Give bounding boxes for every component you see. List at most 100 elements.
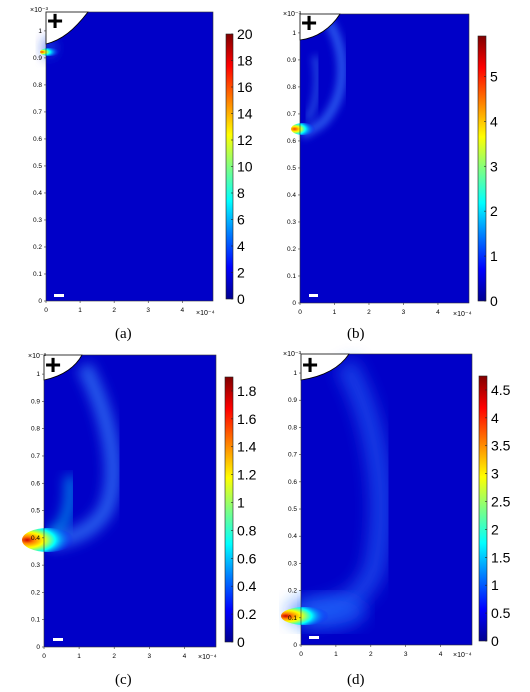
y-tick-label: 0.5 — [33, 163, 42, 170]
colorbar — [225, 377, 233, 642]
colorbar-tick-label: 18 — [237, 53, 253, 69]
x-tick-label: 2 — [369, 651, 373, 658]
x-tick-label: 0 — [44, 307, 48, 314]
y-tick-label: 0.6 — [287, 138, 296, 145]
y-exponent: ×10⁻³ — [28, 353, 47, 360]
source-symbol: + — [301, 7, 317, 38]
x-axis: 0 1 2 3 4 — [299, 645, 443, 658]
field-region — [46, 12, 213, 301]
y-tick-label: 0.4 — [33, 190, 42, 197]
y-tick-label: 0.2 — [33, 244, 42, 251]
y-tick-label: 0.7 — [288, 452, 297, 459]
colorbar-tick-label: 0.6 — [237, 550, 257, 566]
plot-frame — [299, 13, 470, 304]
source-symbol: + — [45, 349, 61, 380]
y-tick-label: 0.6 — [31, 480, 40, 487]
colorbar-frame — [224, 376, 234, 643]
y-tick-label: 0.9 — [31, 398, 40, 405]
field-halo-inner — [304, 55, 321, 122]
y-tick-label: 0.3 — [33, 217, 42, 224]
colorbar-tick-label: 0 — [491, 633, 499, 649]
colorbar-tick-label: 0.8 — [237, 522, 257, 538]
y-tick-label: 0 — [38, 298, 42, 305]
colorbar-tick-label: 4.5 — [491, 382, 511, 398]
colorbar-tick-label: 2.5 — [491, 494, 511, 510]
plot-frame — [300, 353, 473, 646]
colorbar-tick-label: 0 — [237, 291, 245, 307]
x-tick-label: 0 — [298, 309, 302, 316]
field-hotspot — [281, 607, 329, 625]
colorbar-tick-label: 4 — [490, 113, 498, 129]
y-axis: 0 0.1 0.2 0.3 0.4 0.5 0.6 0.7 0.8 0.9 1 — [288, 370, 301, 649]
source-symbol: + — [302, 349, 318, 380]
caption-c: (c) — [115, 672, 132, 688]
y-tick-label: 0.6 — [288, 479, 297, 486]
x-tick-label: 4 — [181, 307, 185, 314]
field-plot-b: + ×10⁻³ ×10⁻⁴ 00.10.20.30.40.50.60.70.80… — [283, 7, 498, 318]
panel-d: + ×10⁻³ ×10⁻⁴ 0 0.1 0.2 0.3 0.4 0.5 0.6 0.7 0.8 0… — [265, 346, 530, 692]
y-tick-label: 0.1 — [287, 273, 296, 280]
y-axis: 0 0.1 0.2 0.3 0.4 0.5 0.6 0.7 0.8 0.9 1 — [33, 28, 46, 305]
x-axis: 0 1 2 3 4 — [44, 301, 185, 314]
colorbar-tick-label: 4 — [491, 410, 499, 426]
colorbar-tick-label: 3 — [491, 466, 499, 482]
colorbar-tick-label: 3 — [490, 158, 498, 174]
y-exponent: ×10⁻³ — [283, 11, 302, 18]
x-tick-label: 3 — [402, 309, 406, 316]
scale-bar — [309, 294, 318, 297]
colorbar — [478, 36, 486, 301]
colorbar-tick-label: 4 — [237, 238, 245, 254]
scale-bar — [53, 638, 63, 641]
y-tick-label: 0.9 — [33, 55, 42, 62]
y-axis: 0 0.1 0.2 0.3 0.4 0.5 0.6 0.7 0.8 0.9 1 — [31, 371, 44, 651]
x-tick-label: 4 — [436, 309, 440, 316]
panel-a: + ×10⁻³ ×10⁻⁴ 0 0.1 0.2 0.3 0.4 0.5 0.6 0.7 0.8 0… — [0, 0, 265, 346]
colorbar-tick-label: 6 — [237, 212, 245, 228]
plot-frame — [43, 354, 217, 648]
y-tick-label: 0.1 — [31, 617, 40, 624]
colorbar-tick-label: 0.5 — [491, 605, 511, 621]
y-tick-label: 0.5 — [288, 506, 297, 513]
colorbar-ticks: 0 2 4 6 8 10 12 14 16 18 20 — [231, 26, 253, 307]
field-region — [300, 14, 469, 303]
y-tick-label: 0.5 — [31, 508, 40, 515]
y-tick-label: 0.2 — [288, 588, 297, 595]
field-hotspot — [291, 123, 315, 135]
colorbar-tick-label: 1.2 — [237, 467, 257, 483]
x-axis: 0 1 2 3 4 — [298, 303, 440, 316]
field-plot-d: + ×10⁻³ ×10⁻⁴ 00.10.20.30.40.50.60.70.80… — [281, 349, 511, 659]
field-hotspot — [40, 48, 60, 56]
x-exponent: ×10⁻⁴ — [196, 310, 215, 317]
colorbar-tick-label: 8 — [237, 185, 245, 201]
colorbar-tick-label: 0.2 — [237, 606, 257, 622]
colorbar-tick-label: 2 — [491, 521, 499, 537]
y-tick-label: 0.2 — [31, 589, 40, 596]
colorbar-ticks: 0 0.5 1 1.5 2 2.5 3 3.5 4 4.5 — [485, 382, 511, 649]
caption-b: (b) — [347, 326, 365, 342]
x-tick-label: 3 — [147, 653, 151, 660]
x-tick-label: 1 — [77, 653, 81, 660]
x-tick-label: 4 — [183, 653, 187, 660]
x-tick-label: 3 — [404, 651, 408, 658]
colorbar-tick-label: 3.5 — [491, 438, 511, 454]
y-tick-label: 0.5 — [287, 165, 296, 172]
colorbar-tick-label: 0 — [237, 634, 245, 650]
colorbar-tick-label: 12 — [237, 132, 253, 148]
colorbar-tick-label: 5 — [490, 68, 498, 84]
colorbar — [479, 376, 487, 641]
y-tick-label: 0.7 — [287, 111, 296, 118]
y-tick-label: 0.9 — [287, 57, 296, 64]
y-tick-label: 0 — [293, 642, 297, 649]
colorbar-frame — [478, 375, 488, 642]
field-plot-a: + ×10⁻³ ×10⁻⁴ 00.10.20.30.40.50.60.70.80… — [30, 5, 253, 317]
colorbar-tick-label: 1 — [490, 248, 498, 264]
x-axis: 0 1 2 3 4 — [42, 647, 187, 660]
y-tick-label: 0.3 — [288, 560, 297, 567]
y-tick-label: 0.8 — [33, 82, 42, 89]
colorbar-tick-label: 20 — [237, 26, 253, 42]
y-tick-label: 0.7 — [31, 453, 40, 460]
colorbar-ticks: 0 0.2 0.4 0.6 0.8 1 1.2 1.4 1.6 1.8 — [231, 383, 257, 650]
colorbar-tick-label: 1.4 — [237, 439, 257, 455]
x-tick-label: 4 — [439, 651, 443, 658]
y-tick-label: 0.2 — [287, 246, 296, 253]
